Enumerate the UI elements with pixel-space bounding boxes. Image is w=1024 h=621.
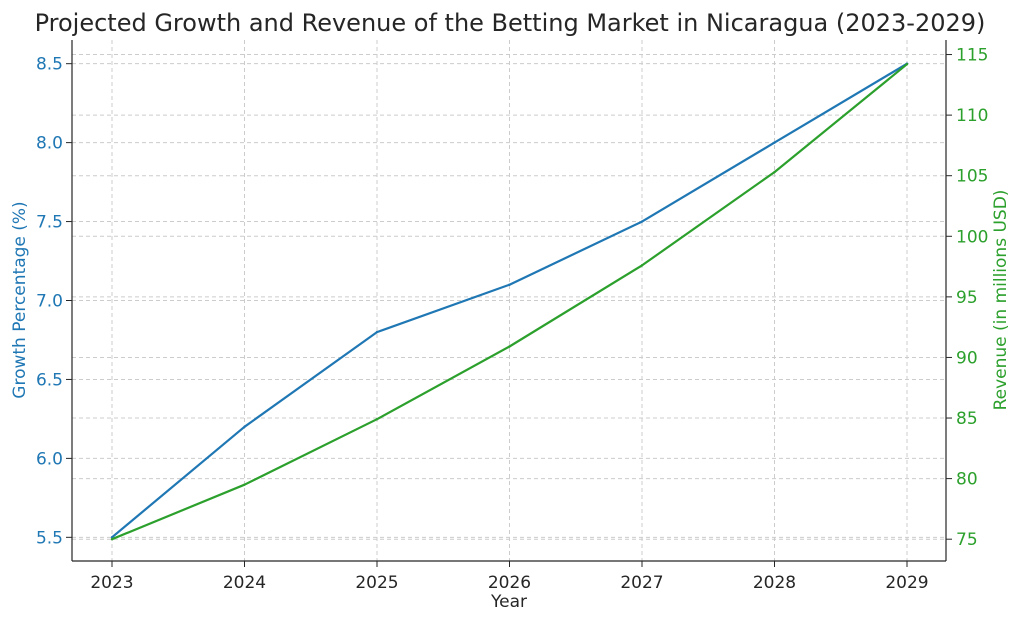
left-tick-label: 8.0: [36, 134, 63, 154]
left-tick-label: 6.0: [36, 449, 63, 469]
x-tick-label: 2025: [355, 573, 398, 593]
left-tick-label: 6.5: [36, 370, 63, 390]
growth-point: [640, 220, 644, 223]
right-tick-label: 115: [956, 46, 988, 66]
left-tick-label: 7.0: [36, 292, 63, 312]
revenue-point: [640, 264, 644, 267]
left-tick-label: 8.5: [36, 55, 63, 75]
x-tick-label: 2027: [620, 573, 663, 593]
x-tick-label: 2023: [90, 573, 133, 593]
revenue-point: [508, 345, 511, 348]
revenue-point: [773, 170, 776, 174]
right-tick-label: 90: [956, 348, 978, 368]
right-tick-label: 80: [956, 470, 978, 490]
x-tick-label: 2028: [753, 573, 796, 593]
right-tick-label: 95: [956, 288, 978, 308]
x-tick-label: 2024: [223, 573, 266, 593]
right-tick-label: 100: [956, 227, 988, 247]
left-tick-label: 7.5: [36, 213, 63, 233]
revenue-point: [905, 63, 909, 66]
grid: [72, 40, 946, 561]
right-axis-label: Revenue (in millions USD): [991, 190, 1011, 411]
right-tick-label: 85: [956, 409, 978, 429]
axes: 2023 2024 2025 2026 2027 2028 2029 5.5 6.0 6.5 7.0…: [36, 40, 988, 593]
revenue-point: [110, 537, 114, 541]
revenue-point: [375, 418, 379, 421]
left-axis-label: Growth Percentage (%): [10, 201, 30, 398]
right-tick-label: 110: [956, 106, 988, 126]
growth-point: [508, 283, 511, 286]
series-layer: [110, 62, 909, 541]
growth-point: [773, 141, 776, 144]
revenue-point: [243, 483, 246, 486]
right-tick-label: 105: [956, 167, 988, 187]
x-tick-label: 2026: [488, 573, 531, 593]
left-tick-label: 5.5: [36, 528, 63, 548]
x-tick-label: 2029: [885, 573, 928, 593]
right-tick-label: 75: [956, 530, 978, 550]
growth-point: [243, 425, 246, 429]
x-axis-label: Year: [490, 592, 527, 612]
chart-title: Projected Growth and Revenue of the Bett…: [35, 9, 986, 37]
growth-point: [375, 330, 379, 334]
